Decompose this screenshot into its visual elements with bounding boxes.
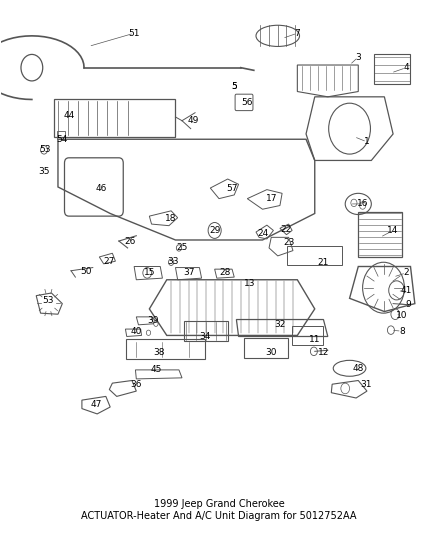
Text: 56: 56: [241, 98, 253, 107]
Text: 21: 21: [318, 258, 329, 266]
Text: 5: 5: [231, 82, 237, 91]
Text: 47: 47: [91, 400, 102, 409]
Text: 17: 17: [265, 194, 277, 203]
Text: 26: 26: [124, 237, 135, 246]
Text: 31: 31: [360, 379, 372, 389]
Text: 16: 16: [357, 199, 368, 208]
Text: 53: 53: [39, 146, 51, 155]
Text: 51: 51: [128, 29, 140, 38]
Text: 41: 41: [400, 286, 412, 295]
Text: 36: 36: [131, 379, 142, 389]
Text: 15: 15: [144, 268, 155, 277]
Text: 50: 50: [81, 268, 92, 276]
Text: 29: 29: [209, 226, 220, 235]
Text: 1: 1: [364, 138, 370, 147]
Text: 45: 45: [150, 366, 162, 374]
Text: 12: 12: [318, 348, 329, 357]
Text: 18: 18: [166, 214, 177, 223]
Text: 24: 24: [257, 229, 268, 238]
Text: 1999 Jeep Grand Cherokee
ACTUATOR-Heater And A/C Unit Diagram for 5012752AA: 1999 Jeep Grand Cherokee ACTUATOR-Heater…: [81, 499, 357, 521]
Text: 13: 13: [244, 279, 255, 288]
Text: 30: 30: [265, 348, 277, 357]
Text: 8: 8: [399, 327, 405, 336]
Text: 5: 5: [231, 82, 237, 91]
Text: 3: 3: [355, 53, 361, 62]
Text: 28: 28: [220, 268, 231, 277]
Text: 33: 33: [168, 257, 179, 265]
Text: 25: 25: [177, 244, 188, 253]
Text: 7: 7: [294, 29, 300, 38]
Text: 48: 48: [353, 364, 364, 373]
Text: 40: 40: [131, 327, 142, 336]
Text: 27: 27: [104, 257, 115, 265]
Text: 46: 46: [96, 184, 107, 193]
Text: 39: 39: [147, 316, 159, 325]
Text: 34: 34: [199, 332, 211, 341]
Text: 22: 22: [281, 225, 292, 234]
Text: 4: 4: [403, 63, 409, 72]
Text: 44: 44: [63, 111, 74, 120]
Text: 38: 38: [154, 348, 165, 357]
Text: 23: 23: [283, 238, 294, 247]
Text: 57: 57: [226, 183, 238, 192]
Text: 53: 53: [42, 296, 54, 305]
Text: 10: 10: [396, 311, 407, 320]
Text: 49: 49: [187, 116, 198, 125]
Text: 32: 32: [274, 320, 286, 329]
Text: 54: 54: [57, 135, 68, 144]
Text: 35: 35: [38, 166, 50, 175]
Text: 37: 37: [183, 268, 194, 277]
Text: 14: 14: [387, 226, 399, 235]
Text: 9: 9: [406, 300, 411, 309]
Text: 11: 11: [309, 335, 321, 344]
Text: 2: 2: [403, 268, 409, 277]
